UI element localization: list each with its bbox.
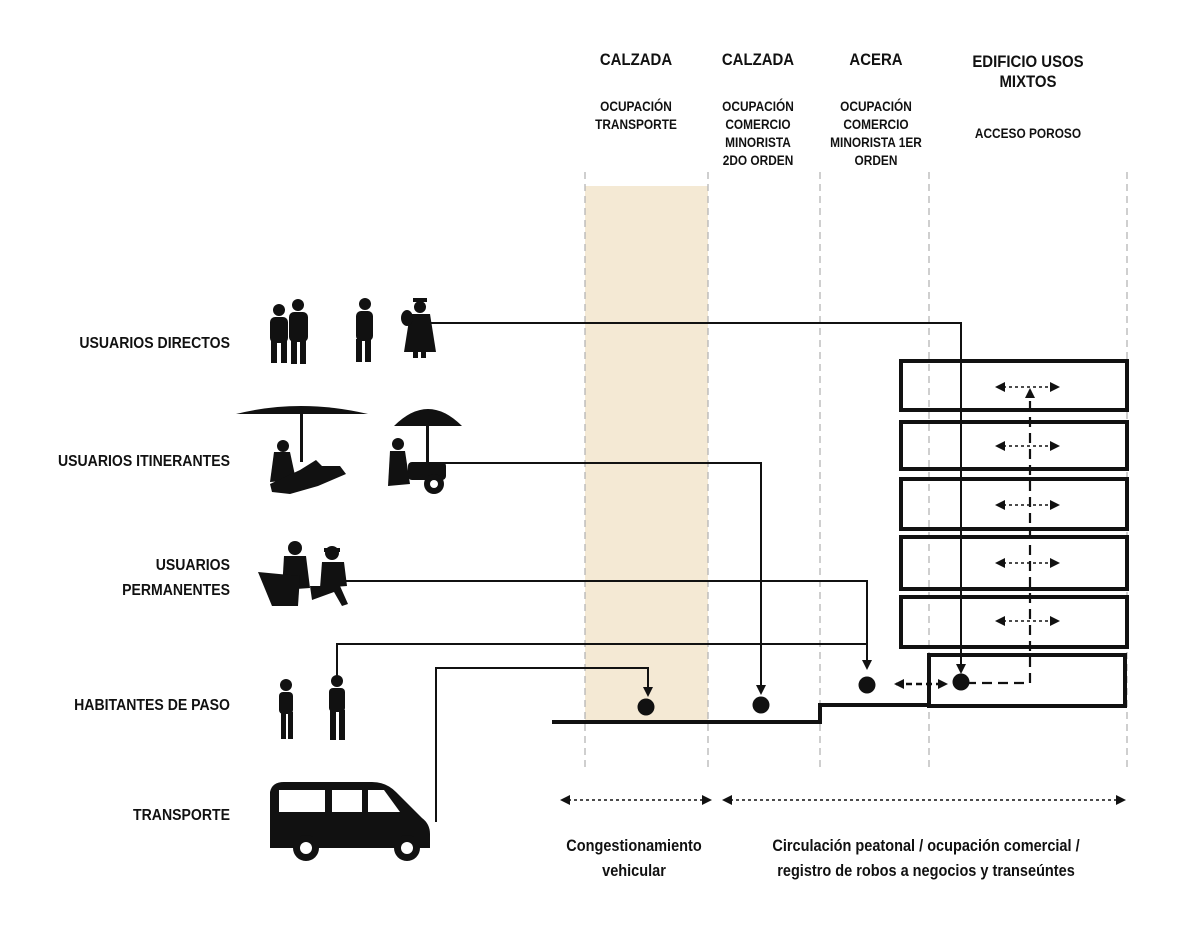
- mixed-use-building: [899, 359, 1129, 708]
- text-line: CALZADA: [722, 51, 795, 69]
- row-label-transporte: TRANSPORTE: [133, 806, 230, 824]
- row-label-usuarios-itinerantes: USUARIOS ITINERANTES: [58, 452, 230, 470]
- column-guides: [584, 172, 1128, 772]
- text-line: COMERCIO: [843, 116, 908, 132]
- row-label-habitantes-de-paso: HABITANTES DE PASO: [74, 696, 230, 714]
- column-title-3: ACERA: [849, 51, 903, 69]
- user-flow-lines: [336, 322, 966, 822]
- text-line: 2DO ORDEN: [723, 152, 794, 168]
- column-subtitle-1: OCUPACIÓN TRANSPORTE: [595, 98, 677, 132]
- column-title-1: CALZADA: [600, 51, 673, 69]
- captions: Congestionamiento vehicular Circulación p…: [566, 837, 1080, 880]
- text-line: EDIFICIO USOS: [972, 53, 1084, 71]
- permanent-users-silhouettes-icon: [258, 541, 348, 606]
- text-line: USUARIOS ITINERANTES: [58, 452, 230, 470]
- column-title-4: EDIFICIO USOS MIXTOS: [972, 53, 1084, 91]
- text-line: TRANSPORTE: [133, 806, 230, 824]
- caption-pedestrian-circulation: Circulación peatonal / ocupación comerci…: [772, 837, 1080, 880]
- text-line: Congestionamiento: [566, 837, 701, 855]
- column-subtitle-2: OCUPACIÓN COMERCIO MINORISTA 2DO ORDEN: [722, 98, 794, 168]
- text-line: Circulación peatonal / ocupación comerci…: [772, 837, 1080, 855]
- text-line: ACERA: [849, 51, 903, 69]
- text-line: PERMANENTES: [122, 581, 230, 599]
- text-line: ORDEN: [855, 152, 898, 168]
- column-headers: CALZADA OCUPACIÓN TRANSPORTE CALZADA OCUP…: [595, 51, 1084, 168]
- text-line: TRANSPORTE: [595, 116, 677, 132]
- row-label-usuarios-directos: USUARIOS DIRECTOS: [79, 334, 230, 352]
- text-line: CALZADA: [600, 51, 673, 69]
- building-access-path: [966, 388, 1035, 685]
- street-ground-line: [552, 703, 929, 724]
- text-line: ACCESO POROSO: [975, 125, 1081, 141]
- floor-circulation-arrows: [995, 382, 1060, 626]
- text-line: HABITANTES DE PASO: [74, 696, 230, 714]
- van-icon: [270, 782, 430, 861]
- text-line: OCUPACIÓN: [722, 98, 794, 114]
- caption-congestion: Congestionamiento vehicular: [566, 837, 701, 880]
- column-subtitle-4: ACCESO POROSO: [975, 125, 1081, 141]
- text-line: OCUPACIÓN: [600, 98, 672, 114]
- text-line: OCUPACIÓN: [840, 98, 912, 114]
- text-line: COMERCIO: [725, 116, 790, 132]
- transport-lane-highlight: [585, 186, 708, 723]
- passing-inhabitants-silhouettes-icon: [279, 675, 345, 740]
- row-labels: USUARIOS DIRECTOS USUARIOS ITINERANTES U…: [58, 334, 230, 824]
- text-line: registro de robos a negocios y transeúnt…: [777, 862, 1075, 880]
- text-line: MINORISTA 1ER: [830, 134, 922, 150]
- text-line: USUARIOS DIRECTOS: [79, 334, 230, 352]
- text-line: MINORISTA: [725, 134, 791, 150]
- row-label-usuarios-permanentes: USUARIOS PERMANENTES: [122, 556, 230, 599]
- text-line: USUARIOS: [156, 556, 230, 574]
- direct-users-silhouettes-icon: [270, 298, 436, 364]
- text-line: vehicular: [602, 862, 666, 880]
- column-title-2: CALZADA: [722, 51, 795, 69]
- itinerant-users-silhouettes-icon: [236, 406, 462, 494]
- occupation-points: [637, 673, 970, 716]
- column-subtitle-3: OCUPACIÓN COMERCIO MINORISTA 1ER ORDEN: [830, 98, 922, 168]
- text-line: MIXTOS: [999, 73, 1056, 91]
